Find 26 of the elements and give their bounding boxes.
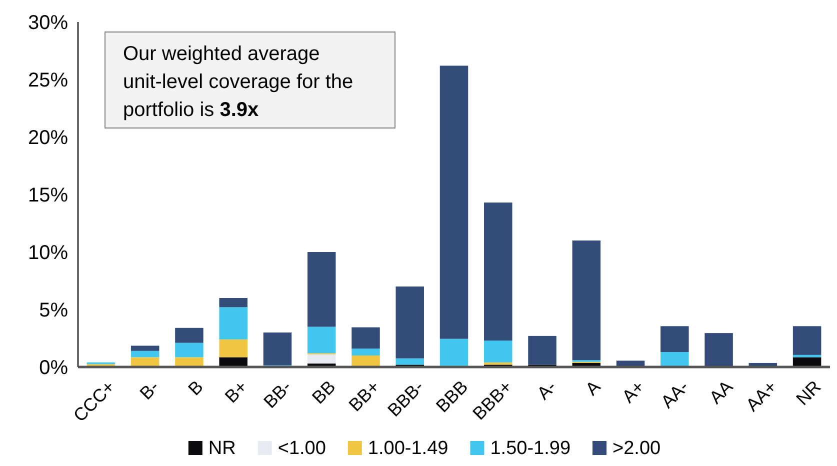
x-tick-label: NR <box>792 376 825 410</box>
legend-label: >2.00 <box>612 438 661 459</box>
legend-label: <1.00 <box>278 438 326 459</box>
legend-label: 1.00-1.49 <box>368 438 448 459</box>
y-tick-label: 25% <box>28 70 68 92</box>
x-tick-label: A+ <box>618 376 648 407</box>
x-tick-label: BB- <box>260 376 296 412</box>
y-tick-label: 0% <box>39 357 68 379</box>
y-tick-label: 20% <box>28 127 68 149</box>
y-tick-label: 30% <box>28 12 68 34</box>
x-tick-label: AA+ <box>742 376 781 416</box>
x-tick-label: AA <box>705 376 737 408</box>
x-tick-label: B- <box>136 376 163 404</box>
x-tick-label: B+ <box>221 376 252 407</box>
legend-label: NR <box>208 438 236 459</box>
y-tick-label: 15% <box>28 184 68 206</box>
legend-label: 1.50-1.99 <box>490 438 571 459</box>
x-tick-label: AA- <box>657 376 692 412</box>
x-tick-label: A <box>581 376 604 400</box>
y-tick-label: 10% <box>28 242 68 264</box>
y-tick-label: 5% <box>39 300 68 322</box>
text: Our weighted average unit-level coverage for the portfolio is 3.9x <box>123 43 354 121</box>
x-tick-label: BB <box>308 376 340 408</box>
x-tick-label: B <box>184 376 207 400</box>
x-tick-label: A- <box>533 376 560 404</box>
x-tick-label: BB+ <box>344 376 384 416</box>
